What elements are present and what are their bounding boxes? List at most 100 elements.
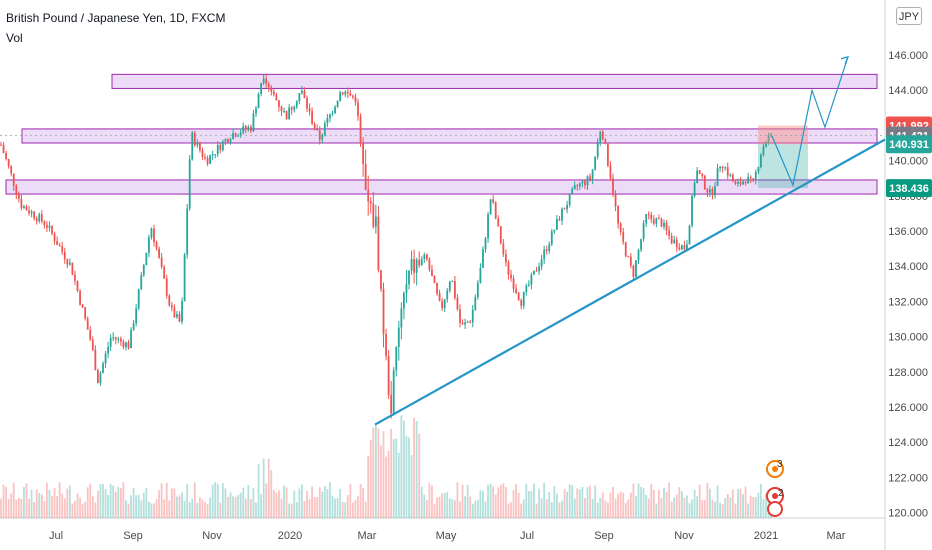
volume-bar bbox=[260, 494, 262, 518]
volume-bar bbox=[349, 483, 352, 518]
candle-body bbox=[74, 274, 76, 281]
volume-bar bbox=[474, 500, 477, 518]
candle-body bbox=[703, 175, 706, 190]
volume-bar bbox=[765, 493, 767, 518]
candle-body bbox=[566, 204, 568, 210]
volume-bar bbox=[339, 488, 342, 518]
candle-body bbox=[227, 139, 229, 143]
volume-bar bbox=[591, 498, 594, 518]
y-tick-label: 134.000 bbox=[888, 261, 928, 273]
candle-body bbox=[86, 318, 89, 330]
candle-body bbox=[448, 281, 451, 291]
candle-body bbox=[652, 219, 655, 224]
volume-bar bbox=[206, 503, 209, 518]
volume-bar bbox=[170, 488, 173, 518]
volume-bar bbox=[377, 428, 380, 518]
volume-bar bbox=[79, 497, 81, 518]
candle-body bbox=[28, 210, 30, 214]
volume-bar bbox=[436, 497, 438, 518]
volume-bar bbox=[619, 491, 622, 518]
volume-bar bbox=[658, 489, 660, 518]
candle-body bbox=[731, 174, 734, 182]
candle-body bbox=[232, 133, 234, 140]
candle-body bbox=[369, 201, 372, 204]
candle-body bbox=[647, 214, 650, 216]
volume-bar bbox=[84, 501, 87, 518]
volume-bar bbox=[433, 503, 436, 518]
candle-body bbox=[122, 341, 125, 348]
volume-bar bbox=[410, 454, 413, 518]
candle-body bbox=[193, 132, 196, 146]
volume-bar bbox=[635, 495, 637, 518]
candle-body bbox=[494, 202, 497, 219]
volume-bar bbox=[382, 431, 385, 518]
candle-body bbox=[392, 370, 395, 414]
candle-body bbox=[683, 245, 686, 250]
volume-bar bbox=[23, 486, 25, 518]
volume-bar bbox=[703, 500, 706, 518]
volume-bar bbox=[7, 498, 10, 518]
volume-bar bbox=[158, 490, 160, 518]
candle-body bbox=[660, 218, 663, 227]
volume-bar bbox=[604, 500, 607, 518]
volume-bar bbox=[232, 496, 234, 518]
candle-body bbox=[102, 363, 104, 373]
candle-body bbox=[247, 126, 250, 130]
volume-bar bbox=[714, 501, 716, 518]
candle-body bbox=[99, 372, 102, 384]
volume-bar bbox=[173, 488, 176, 518]
volume-bar bbox=[530, 491, 533, 518]
event-marks[interactable]: 3 2 bbox=[764, 458, 798, 518]
volume-bar bbox=[553, 486, 556, 518]
candle-body bbox=[58, 244, 61, 247]
candle-body bbox=[395, 347, 398, 371]
volume-bar bbox=[691, 499, 693, 518]
candle-body bbox=[397, 327, 400, 348]
candle-body bbox=[403, 293, 405, 309]
candle-body bbox=[765, 141, 767, 147]
candle-body bbox=[140, 274, 143, 290]
candle-body bbox=[30, 211, 33, 214]
candle-body bbox=[706, 189, 709, 193]
currency-button[interactable]: JPY bbox=[896, 7, 922, 25]
volume-bar bbox=[624, 502, 627, 518]
candle-body bbox=[374, 216, 377, 227]
volume-bar bbox=[0, 498, 2, 518]
candle-body bbox=[698, 170, 701, 174]
candle-body bbox=[48, 225, 51, 228]
volume-bar bbox=[561, 500, 563, 518]
volume-bar bbox=[191, 498, 194, 518]
candle-body bbox=[329, 114, 331, 119]
volume-bar bbox=[696, 496, 699, 518]
candle-body bbox=[313, 123, 316, 130]
candle-body bbox=[262, 78, 265, 83]
projection-arrow-head bbox=[840, 55, 850, 64]
candle-body bbox=[663, 222, 665, 227]
volume-bar bbox=[165, 482, 168, 518]
candle-body bbox=[428, 259, 431, 270]
candle-body bbox=[714, 185, 716, 196]
candle-body bbox=[744, 181, 747, 184]
volume-bar bbox=[252, 487, 255, 518]
volume-bar bbox=[573, 498, 576, 518]
candle-body bbox=[594, 156, 597, 170]
volume-bar bbox=[527, 490, 530, 518]
candle-body bbox=[762, 146, 765, 155]
candle-body bbox=[66, 259, 69, 265]
candle-body bbox=[438, 293, 441, 301]
volume-bar bbox=[301, 484, 303, 518]
candle-body bbox=[586, 176, 589, 186]
candle-body bbox=[711, 189, 714, 196]
volume-bar bbox=[199, 497, 201, 518]
volume-bar bbox=[53, 487, 56, 518]
volume-bar bbox=[221, 483, 224, 518]
volume-bar bbox=[10, 493, 13, 518]
candle-body bbox=[178, 314, 181, 322]
volume-bar bbox=[362, 488, 364, 518]
volume-bar bbox=[548, 491, 551, 518]
volume-bar bbox=[425, 500, 428, 518]
volume-bar bbox=[749, 495, 752, 518]
volume-bar bbox=[405, 436, 408, 518]
volume-bar bbox=[68, 485, 71, 518]
